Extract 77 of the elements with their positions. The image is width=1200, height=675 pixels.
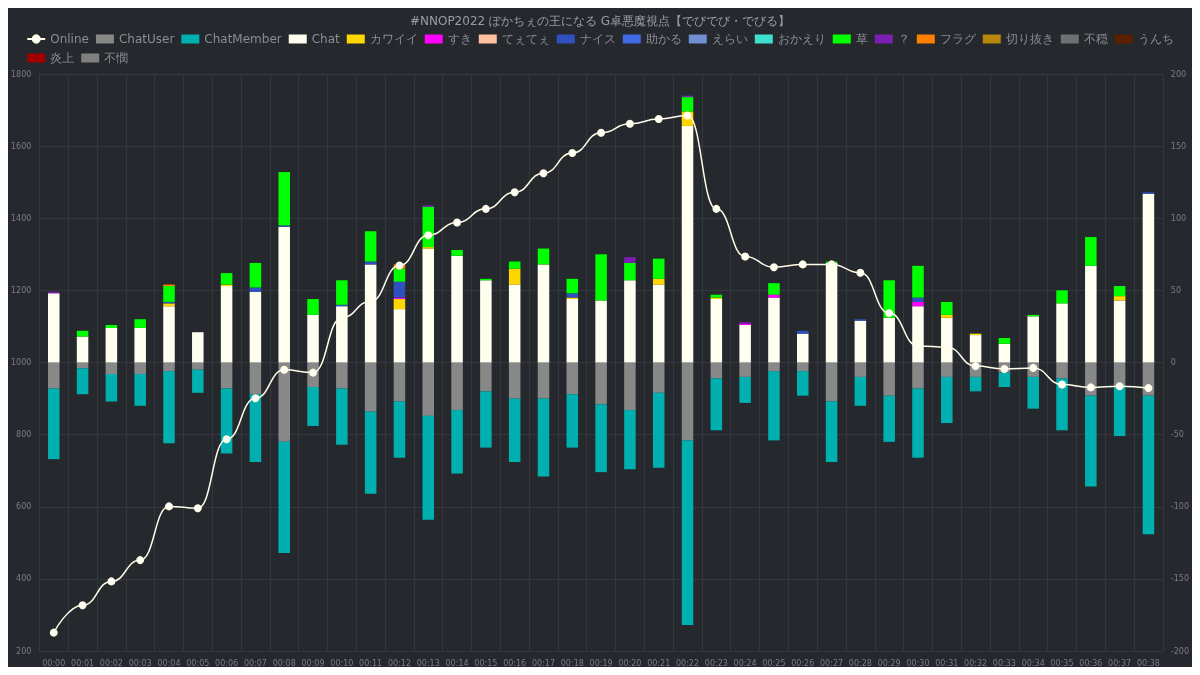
x-tick-label: 00:37 <box>1108 658 1132 668</box>
x-tick-label: 00:10 <box>330 658 354 668</box>
y-tick-label: 1600 <box>11 141 32 151</box>
legend-label: うんち <box>1137 32 1174 46</box>
y-tick-label: 1400 <box>11 213 32 223</box>
y-tick-label: 600 <box>16 502 32 512</box>
y2-tick-label: 0 <box>1170 358 1176 367</box>
x-tick-label: 00:05 <box>186 658 210 668</box>
x-tick-label: 00:36 <box>1079 658 1103 668</box>
x-tick-label: 00:16 <box>503 658 527 668</box>
legend-label: ChatUser <box>118 32 175 46</box>
y2-tick-label: -100 <box>1170 502 1189 512</box>
y-tick-label: 800 <box>16 430 32 440</box>
x-tick-label: 00:28 <box>848 658 872 668</box>
x-tick-label: 00:32 <box>964 658 988 668</box>
x-tick-label: 00:31 <box>935 658 959 668</box>
x-tick-label: 00:03 <box>128 658 152 668</box>
y2-tick-label: 200 <box>1170 69 1187 79</box>
legend-label: カワイイ <box>369 32 418 46</box>
y2-tick-label: -200 <box>1170 646 1189 656</box>
x-tick-label: 00:35 <box>1050 658 1074 668</box>
legend-label: 草 <box>855 32 868 46</box>
legend-label: 切り抜き <box>1005 32 1054 46</box>
x-tick-label: 00:15 <box>474 658 498 668</box>
x-tick-label: 00:00 <box>42 658 66 668</box>
legend-label: Online <box>50 32 89 46</box>
x-tick-label: 00:18 <box>560 658 584 668</box>
y2-tick-label: 50 <box>1170 285 1182 295</box>
legend-label: てぇてぇ <box>501 32 550 46</box>
x-tick-label: 00:34 <box>1021 658 1045 668</box>
x-tick-label: 00:33 <box>992 658 1016 668</box>
y-tick-label: 1200 <box>11 285 32 295</box>
y-tick-label: 400 <box>16 574 32 584</box>
legend-label: 助かる <box>645 32 682 46</box>
y2-tick-label: 100 <box>1170 213 1187 223</box>
x-tick-label: 00:22 <box>675 658 700 668</box>
x-tick-label: 00:07 <box>243 658 267 668</box>
y-tick-label: 1000 <box>11 358 32 367</box>
x-tick-label: 00:20 <box>618 658 642 668</box>
x-tick-label: 00:01 <box>71 658 95 668</box>
x-tick-label: 00:23 <box>704 658 728 668</box>
legend-label: ChatMember <box>204 32 282 46</box>
x-tick-label: 00:17 <box>531 658 556 668</box>
y-tick-label: 200 <box>16 646 32 656</box>
x-tick-label: 00:08 <box>272 658 296 668</box>
x-tick-label: 00:14 <box>445 658 469 668</box>
x-tick-label: 00:06 <box>215 658 239 668</box>
x-tick-label: 00:09 <box>301 658 325 668</box>
legend-label: ナイス <box>579 32 616 46</box>
x-tick-label: 00:38 <box>1136 658 1160 668</box>
x-tick-label: 00:25 <box>762 658 786 668</box>
legend-label: えらい <box>711 32 748 46</box>
legend-label: 不憫 <box>104 51 129 65</box>
y2-tick-label: -50 <box>1170 430 1184 440</box>
x-tick-label: 00:24 <box>733 658 757 668</box>
x-tick-label: 00:11 <box>359 658 383 668</box>
y2-tick-label: 150 <box>1170 141 1187 151</box>
x-tick-label: 00:21 <box>647 658 671 668</box>
y-tick-label: 1800 <box>11 69 32 79</box>
x-tick-label: 00:26 <box>791 658 815 668</box>
x-tick-label: 00:04 <box>157 658 181 668</box>
legend-label: フラグ <box>939 32 977 46</box>
legend-label: Chat <box>311 32 341 46</box>
x-tick-label: 00:13 <box>416 658 440 668</box>
legend-label: ？ <box>897 32 910 46</box>
x-tick-label: 00:30 <box>906 658 930 668</box>
x-tick-label: 00:19 <box>589 658 613 668</box>
legend-label: すき <box>447 32 472 46</box>
legend-label: 不穏 <box>1083 32 1108 46</box>
y2-tick-label: -150 <box>1170 574 1189 584</box>
x-tick-label: 00:29 <box>877 658 901 668</box>
x-tick-label: 00:27 <box>820 658 844 668</box>
x-tick-label: 00:02 <box>99 658 123 668</box>
legend-label: 炎上 <box>50 51 75 65</box>
x-tick-label: 00:12 <box>387 658 411 668</box>
chart-title: #NNOP2022 ぽかちぇの王になる G卓悪魔視点【でびでび・でびる】 <box>409 14 791 28</box>
legend-label: おかえり <box>777 32 826 46</box>
